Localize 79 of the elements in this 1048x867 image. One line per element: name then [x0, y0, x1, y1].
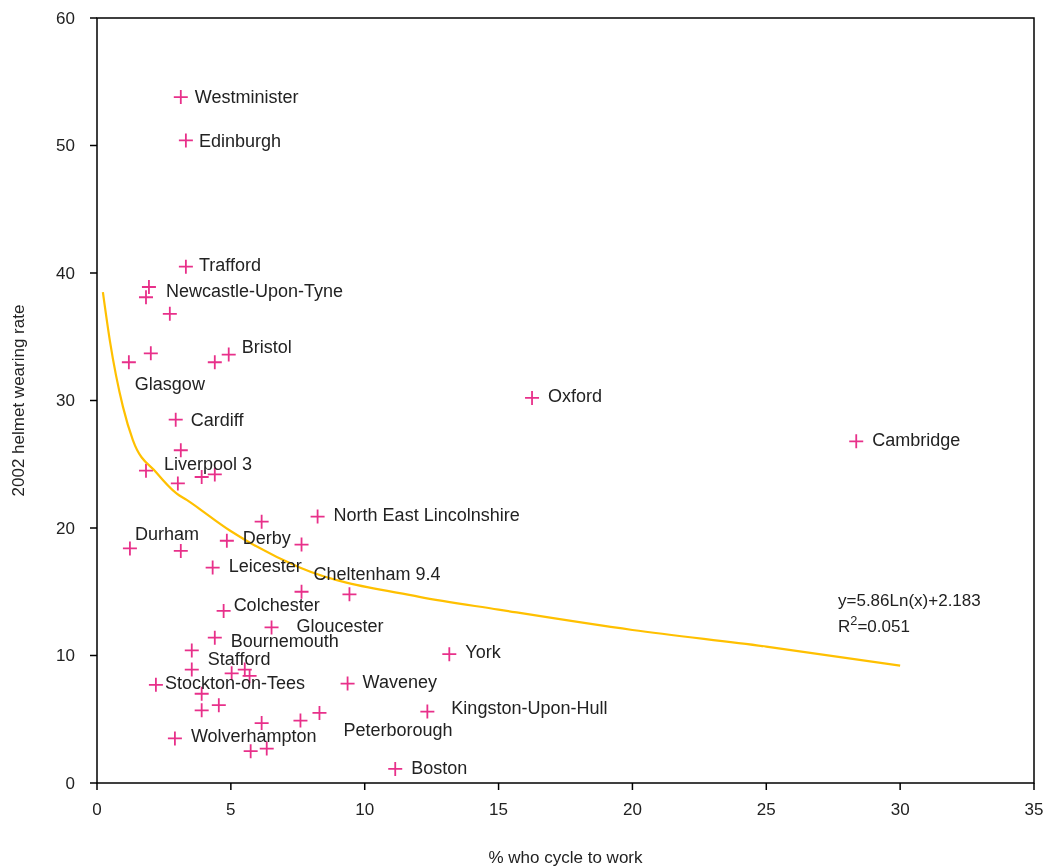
point: [120, 354, 137, 371]
point: [122, 540, 138, 557]
point: [172, 543, 189, 559]
point: [339, 675, 356, 692]
annotation: Bristol: [241, 336, 292, 357]
annotation: Cheltenham 9.4: [313, 564, 441, 585]
annotation: Trafford: [198, 254, 261, 275]
point: [524, 390, 540, 406]
point: [169, 475, 186, 492]
point: [161, 305, 178, 322]
y-tick-label: 30: [56, 391, 75, 411]
annotation: Cardiff: [190, 409, 245, 430]
point: [206, 629, 223, 646]
annotation: Newcastle-Upon-Tyne: [165, 281, 344, 302]
y-tick-label: 60: [56, 8, 75, 28]
annotation: York: [465, 641, 502, 662]
point: [172, 89, 189, 105]
annotation: Derby: [242, 528, 291, 549]
annotation: Stafford: [207, 648, 271, 669]
y-tick-label: 50: [56, 136, 75, 156]
point: [253, 513, 270, 530]
point: [138, 289, 154, 306]
point: [419, 703, 436, 720]
annotation: R$^{2}$=0.051: [838, 612, 910, 636]
point: [183, 642, 200, 659]
annotation: Cambridge: [872, 429, 961, 450]
annotation: Kingston-Upon-Hull: [451, 697, 608, 718]
point: [292, 712, 309, 729]
y-axis-title: 2002 helmet wearing rate: [9, 304, 28, 497]
y-tick-label: 40: [56, 263, 75, 283]
x-tick-label: 20: [622, 800, 642, 819]
point: [206, 354, 223, 371]
annotation: Peterborough: [343, 720, 453, 741]
point: [441, 646, 458, 663]
point: [210, 697, 227, 714]
point: [204, 559, 221, 576]
x-tick-label: 15: [489, 800, 509, 819]
point: [177, 132, 194, 149]
x-tick-label: 5: [226, 800, 236, 819]
x-tick-label: 35: [1024, 800, 1044, 819]
point: [215, 602, 232, 619]
point: [309, 508, 326, 525]
point: [341, 586, 358, 603]
point: [167, 411, 184, 428]
x-tick-label: 30: [890, 800, 910, 819]
point: [148, 676, 164, 693]
point: [293, 536, 310, 553]
x-tick-label: 25: [756, 800, 776, 819]
annotation: Westminister: [194, 87, 299, 108]
point: [138, 462, 154, 479]
point: [193, 702, 210, 719]
annotation: Stockton-on-Tees: [164, 673, 305, 694]
annotation: y=5.86Ln(x)+2.183: [838, 590, 981, 610]
annotation: Durham: [134, 523, 199, 544]
x-axis-title: % who cycle to work: [488, 848, 643, 867]
x-tick-label: 0: [92, 800, 102, 819]
point: [167, 730, 183, 747]
annotation: Oxford: [548, 386, 603, 407]
annotation: Wolverhampton: [190, 725, 317, 746]
annotation: Liverpool 3: [163, 453, 253, 474]
annotation: Colchester: [233, 595, 320, 616]
point: [218, 532, 235, 549]
point: [387, 761, 404, 777]
point: [311, 704, 328, 721]
point: [177, 258, 194, 275]
annotation: Edinburgh: [198, 130, 281, 151]
y-tick-label: 10: [56, 646, 75, 666]
annotation: Waveney: [362, 671, 437, 692]
point: [141, 279, 157, 295]
point: [142, 345, 159, 362]
annotation: Glasgow: [134, 373, 206, 394]
annotation: Boston: [411, 758, 468, 779]
y-tick-label: 0: [65, 773, 75, 793]
point: [848, 433, 865, 450]
x-tick-label: 10: [355, 800, 375, 819]
y-tick-label: 20: [56, 518, 75, 538]
annotation: North East Lincolnshire: [333, 504, 520, 525]
annotation: Leicester: [228, 555, 302, 576]
point: [220, 346, 237, 363]
